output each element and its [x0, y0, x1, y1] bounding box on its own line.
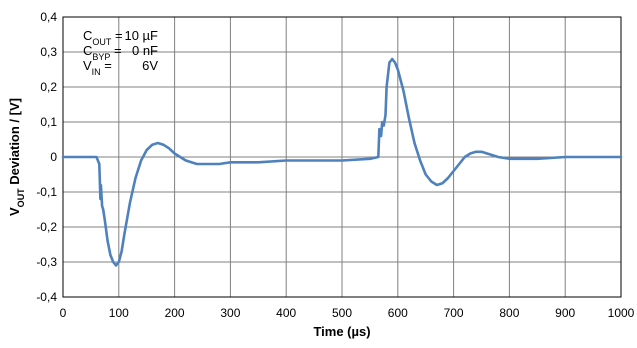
y-tick-label: -0,1 [36, 185, 57, 199]
x-tick-label: 100 [109, 306, 129, 320]
y-tick-label: 0,4 [40, 10, 57, 24]
annotation-value: 0 nF [132, 43, 158, 58]
y-tick-label: -0,3 [36, 255, 57, 269]
x-tick-label: 900 [555, 306, 575, 320]
y-tick-label: -0,2 [36, 220, 57, 234]
annotation-line: COUT = [83, 28, 123, 47]
x-tick-label: 700 [444, 306, 464, 320]
y-axis-ticks: 0,4 0,3 0,2 0,1 0 -0,1 -0,2 -0,3 -0,4 [36, 10, 57, 304]
y-axis-title-rest: Deviation / [V] [7, 98, 22, 188]
annotation-line: VIN = [83, 58, 112, 77]
x-axis-title: Time (µs) [313, 324, 370, 339]
x-tick-label: 1000 [608, 306, 635, 320]
y-tick-label: 0,1 [40, 115, 57, 129]
y-axis-title-main: V [7, 207, 22, 216]
x-tick-label: 800 [499, 306, 519, 320]
x-tick-label: 400 [276, 306, 296, 320]
x-tick-label: 200 [165, 306, 185, 320]
y-axis-title-sub: OUT [16, 188, 26, 208]
x-axis-ticks: 0 100 200 300 400 500 600 700 800 900 1000 [60, 306, 635, 320]
y-tick-label: 0,3 [40, 45, 57, 59]
x-tick-label: 500 [332, 306, 352, 320]
y-tick-label: 0,2 [40, 80, 57, 94]
x-tick-label: 0 [60, 306, 67, 320]
y-tick-label: -0,4 [36, 290, 57, 304]
y-tick-label: 0 [50, 150, 57, 164]
series-line [61, 57, 623, 267]
y-axis-title: VOUT Deviation / [V] [7, 98, 26, 216]
annotation-value: 10 µF [124, 28, 158, 43]
annotation-line: CBYP = [83, 43, 122, 62]
x-tick-label: 600 [388, 306, 408, 320]
x-tick-label: 300 [220, 306, 240, 320]
annotation-value: 6V [142, 58, 158, 73]
